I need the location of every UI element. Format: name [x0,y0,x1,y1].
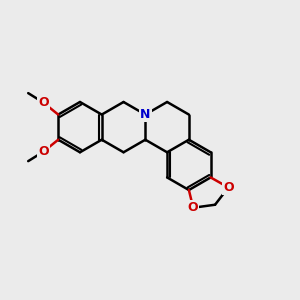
Text: N: N [140,108,151,121]
Text: O: O [188,201,199,214]
Text: O: O [38,145,49,158]
Text: O: O [38,96,49,109]
Text: O: O [223,181,234,194]
